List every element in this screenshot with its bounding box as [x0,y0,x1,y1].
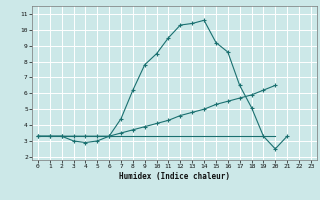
X-axis label: Humidex (Indice chaleur): Humidex (Indice chaleur) [119,172,230,181]
